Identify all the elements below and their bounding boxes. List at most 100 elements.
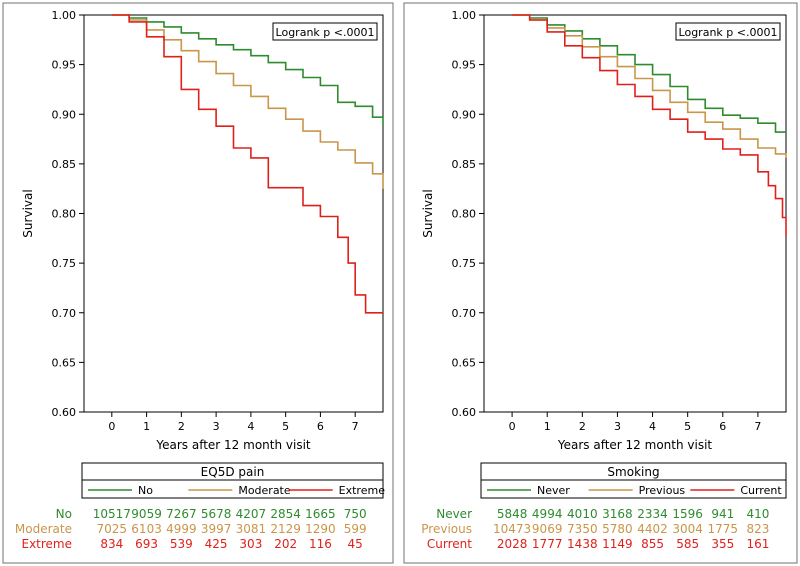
at-risk-row-label-extreme: Extreme xyxy=(21,537,72,551)
at-risk-count: 116 xyxy=(309,537,332,551)
at-risk-count: 3081 xyxy=(236,522,267,536)
y-tick-label: 0.80 xyxy=(452,208,477,221)
y-tick-label: 0.90 xyxy=(52,108,77,121)
logrank-annotation-box xyxy=(675,22,781,41)
x-tick-label: 2 xyxy=(579,420,586,433)
at-risk-count: 693 xyxy=(135,537,158,551)
x-tick-label: 0 xyxy=(509,420,516,433)
survival-curve-previous xyxy=(512,14,787,158)
at-risk-count: 1596 xyxy=(672,507,703,521)
at-risk-count: 3997 xyxy=(201,522,232,536)
at-risk-row-label-current: Current xyxy=(427,537,472,551)
y-tick-label: 0.65 xyxy=(452,356,477,369)
at-risk-count: 410 xyxy=(746,507,769,521)
y-axis-label: Survival xyxy=(421,189,435,237)
survival-curve-extreme xyxy=(111,14,383,314)
x-tick-label: 1 xyxy=(544,420,551,433)
left-panel-frame xyxy=(2,2,394,564)
at-risk-count: 2334 xyxy=(637,507,668,521)
logrank-annotation: Logrank p <.0001 xyxy=(276,26,375,39)
y-tick-label: 0.95 xyxy=(452,59,477,72)
at-risk-count: 4402 xyxy=(637,522,668,536)
at-risk-count: 2854 xyxy=(270,507,301,521)
at-risk-count: 303 xyxy=(239,537,262,551)
at-risk-count: 10473 xyxy=(493,522,531,536)
at-risk-count: 7025 xyxy=(97,522,128,536)
x-tick-label: 2 xyxy=(178,420,185,433)
y-tick-label: 0.70 xyxy=(52,307,77,320)
at-risk-count: 834 xyxy=(100,537,123,551)
at-risk-row-label-moderate: Moderate xyxy=(15,522,72,536)
at-risk-count: 4010 xyxy=(567,507,598,521)
pain-chart-panel: 0.60 0.65 0.70 0.75 0.80 0.85 0.90 0.95 1.00 0 1 2 3… xyxy=(15,9,385,551)
at-risk-count: 585 xyxy=(676,537,699,551)
y-tick-label: 0.85 xyxy=(452,158,477,171)
at-risk-count: 7267 xyxy=(166,507,197,521)
y-tick-label: 0.80 xyxy=(52,208,77,221)
x-tick-label: 0 xyxy=(108,420,115,433)
at-risk-count: 355 xyxy=(711,537,734,551)
legend-label-moderate: Moderate xyxy=(238,484,291,497)
survival-curve-no xyxy=(111,14,384,126)
y-tick-label: 0.75 xyxy=(452,257,477,270)
at-risk-count: 1438 xyxy=(567,537,598,551)
y-tick-label: 0.95 xyxy=(52,59,77,72)
at-risk-count: 161 xyxy=(746,537,769,551)
legend-title: Smoking xyxy=(607,465,659,479)
at-risk-count: 3168 xyxy=(602,507,633,521)
y-tick-label: 0.60 xyxy=(452,406,477,419)
y-tick-label: 0.90 xyxy=(452,108,477,121)
at-risk-count: 823 xyxy=(746,522,769,536)
y-tick-label: 0.65 xyxy=(52,356,77,369)
x-tick-label: 1 xyxy=(143,420,150,433)
y-tick-label: 0.85 xyxy=(52,158,77,171)
x-tick-label: 4 xyxy=(247,420,254,433)
at-risk-count: 5780 xyxy=(602,522,633,536)
at-risk-count: 9059 xyxy=(131,507,162,521)
at-risk-count: 750 xyxy=(344,507,367,521)
at-risk-count: 9069 xyxy=(532,522,563,536)
x-tick-label: 6 xyxy=(719,420,726,433)
x-axis-label: Years after 12 month visit xyxy=(557,438,713,452)
y-tick-label: 0.75 xyxy=(52,257,77,270)
survival-curve-never xyxy=(512,14,786,133)
at-risk-count: 7350 xyxy=(567,522,598,536)
legend-label-extreme: Extreme xyxy=(339,484,386,497)
at-risk-row-label-no: No xyxy=(56,507,72,521)
at-risk-count: 425 xyxy=(205,537,228,551)
at-risk-count: 5848 xyxy=(497,507,528,521)
at-risk-count: 3004 xyxy=(672,522,703,536)
legend-label-never: Never xyxy=(537,484,570,497)
at-risk-count: 2129 xyxy=(270,522,301,536)
y-tick-label: 0.60 xyxy=(52,406,77,419)
at-risk-count: 1149 xyxy=(602,537,633,551)
at-risk-count: 1777 xyxy=(532,537,563,551)
at-risk-count: 2028 xyxy=(497,537,528,551)
at-risk-row-label-never: Never xyxy=(436,507,472,521)
x-tick-label: 6 xyxy=(317,420,324,433)
at-risk-count: 941 xyxy=(711,507,734,521)
right-panel-frame xyxy=(403,2,798,564)
at-risk-count: 45 xyxy=(348,537,363,551)
at-risk-count: 4207 xyxy=(236,507,267,521)
at-risk-count: 539 xyxy=(170,537,193,551)
at-risk-count: 599 xyxy=(344,522,367,536)
x-tick-label: 7 xyxy=(352,420,359,433)
x-tick-label: 3 xyxy=(614,420,621,433)
at-risk-count: 1290 xyxy=(305,522,336,536)
x-axis-label: Years after 12 month visit xyxy=(155,438,311,452)
y-tick-label: 0.70 xyxy=(452,307,477,320)
at-risk-row-label-previous: Previous xyxy=(421,522,472,536)
x-tick-label: 3 xyxy=(213,420,220,433)
logrank-annotation-box xyxy=(272,22,378,41)
at-risk-count: 855 xyxy=(641,537,664,551)
legend-label-previous: Previous xyxy=(639,484,686,497)
logrank-annotation: Logrank p <.0001 xyxy=(679,26,778,39)
y-tick-label: 1.00 xyxy=(52,9,77,22)
at-risk-count: 1665 xyxy=(305,507,336,521)
survival-curve-current xyxy=(512,14,787,237)
at-risk-count: 5678 xyxy=(201,507,232,521)
at-risk-count: 4994 xyxy=(532,507,563,521)
survival-curve-moderate xyxy=(111,14,384,189)
